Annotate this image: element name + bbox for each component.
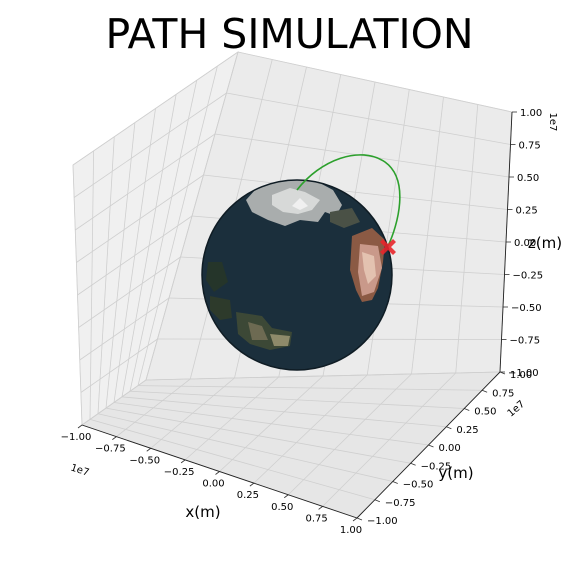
grid-line-y	[105, 407, 411, 464]
x-tick-label: 0.50	[271, 502, 293, 513]
z-axis-label: z(m)	[528, 234, 562, 252]
y-tick-label: −0.25	[421, 461, 452, 472]
earth-sphere	[201, 179, 393, 371]
tick-mark-x	[215, 471, 220, 475]
y-axis-label: y(m)	[438, 464, 473, 482]
z-tick-label: 0.00	[514, 238, 536, 249]
tick-mark-y	[356, 517, 363, 521]
y-tick-label: −0.75	[385, 498, 416, 509]
z-tick-label: 1.00	[520, 108, 542, 119]
grid-line-z	[145, 371, 501, 381]
grid-line-y	[113, 402, 429, 446]
grid-line-z	[237, 51, 513, 113]
tick-mark-y	[428, 444, 434, 448]
grid-line-z-wall	[75, 133, 216, 231]
grid-line-z-wall	[72, 51, 239, 166]
tick-mark-y	[374, 499, 381, 503]
x-tick-label: 0.25	[237, 490, 259, 501]
y-tick-label: 0.00	[439, 443, 461, 454]
x-axis-offset: 1e7	[69, 462, 90, 478]
tick-mark-y	[481, 389, 488, 393]
y-tick-label: 0.50	[474, 407, 496, 418]
x-tick-label: −1.00	[61, 432, 92, 443]
x-axis-label: x(m)	[185, 503, 220, 521]
y-tick-label: 1.00	[510, 370, 532, 381]
grid-line-z-wall	[73, 92, 227, 198]
grid-line-z-wall	[78, 256, 181, 328]
grid-line-y	[129, 390, 465, 409]
y-tick-label: 0.25	[456, 425, 478, 436]
grid-line-z-wall	[81, 379, 147, 426]
grid-line-y	[89, 418, 375, 501]
x-tick-label: −0.50	[129, 455, 160, 466]
tick-mark-x	[146, 447, 151, 452]
grid-line-z-wall	[79, 297, 170, 361]
grid-line-z-wall	[76, 174, 204, 263]
grid-line-z	[203, 174, 508, 210]
y-tick-label: −1.00	[367, 516, 398, 527]
axes	[77, 111, 517, 522]
end-marker-x	[380, 239, 396, 255]
y-tick-label: −0.50	[403, 480, 434, 491]
tick-mark-x	[249, 482, 255, 487]
x-tick-label: 1.00	[340, 525, 362, 536]
z-tick-label: −0.50	[511, 303, 542, 314]
z-axis-offset: 1e7	[547, 113, 558, 132]
x-tick-label: 0.75	[305, 513, 327, 524]
axis-line	[81, 424, 358, 519]
grid-line-y	[137, 385, 483, 391]
x-tick-label: −0.75	[95, 444, 126, 455]
grid-line-y	[97, 413, 393, 482]
tick-mark-x	[180, 459, 186, 464]
earth-texture	[206, 180, 385, 350]
z-tick-label: −0.25	[513, 271, 544, 282]
z-tick-label: 0.25	[516, 206, 538, 217]
axis-line	[499, 111, 513, 373]
y-axis-offset: 1e7	[506, 399, 528, 420]
tick-mark-x	[77, 424, 83, 429]
grid-line-z-wall	[77, 215, 193, 296]
z-tick-label: 0.50	[517, 173, 539, 184]
grid-line-y	[121, 396, 447, 428]
y-tick-label: 0.75	[492, 388, 514, 399]
x-tick-label: 0.00	[202, 479, 224, 490]
tick-mark-x	[112, 436, 117, 440]
grid-line-z	[226, 92, 511, 145]
tick-mark-y	[446, 426, 452, 430]
z-tick-label: −0.75	[510, 336, 541, 347]
chart-title: PATH SIMULATION	[105, 10, 474, 58]
z-tick-label: 0.75	[519, 141, 541, 152]
tick-mark-y	[392, 481, 398, 484]
tick-mark-x	[318, 506, 323, 510]
tick-mark-x	[284, 494, 289, 499]
tick-mark-y	[464, 408, 470, 411]
axis-line	[356, 371, 501, 519]
tick-mark-y	[410, 462, 416, 466]
trajectory-path	[296, 154, 401, 247]
tick-labels: −1.00−0.75−0.50−0.250.000.250.500.751.00…	[61, 108, 543, 536]
x-tick-label: −0.25	[164, 467, 195, 478]
z-tick-label: −1.00	[508, 368, 539, 379]
tick-mark-x	[352, 517, 358, 522]
grid-line-z-wall	[80, 338, 158, 393]
